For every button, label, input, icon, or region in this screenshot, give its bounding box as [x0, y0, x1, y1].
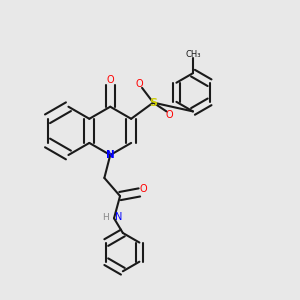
Text: N: N — [106, 150, 115, 160]
Text: N: N — [116, 212, 123, 222]
Text: O: O — [140, 184, 148, 194]
Text: H: H — [102, 213, 109, 222]
Text: S: S — [149, 98, 157, 108]
Text: O: O — [136, 79, 143, 89]
Text: O: O — [106, 75, 114, 85]
Text: CH₃: CH₃ — [185, 50, 201, 59]
Text: O: O — [166, 110, 173, 120]
